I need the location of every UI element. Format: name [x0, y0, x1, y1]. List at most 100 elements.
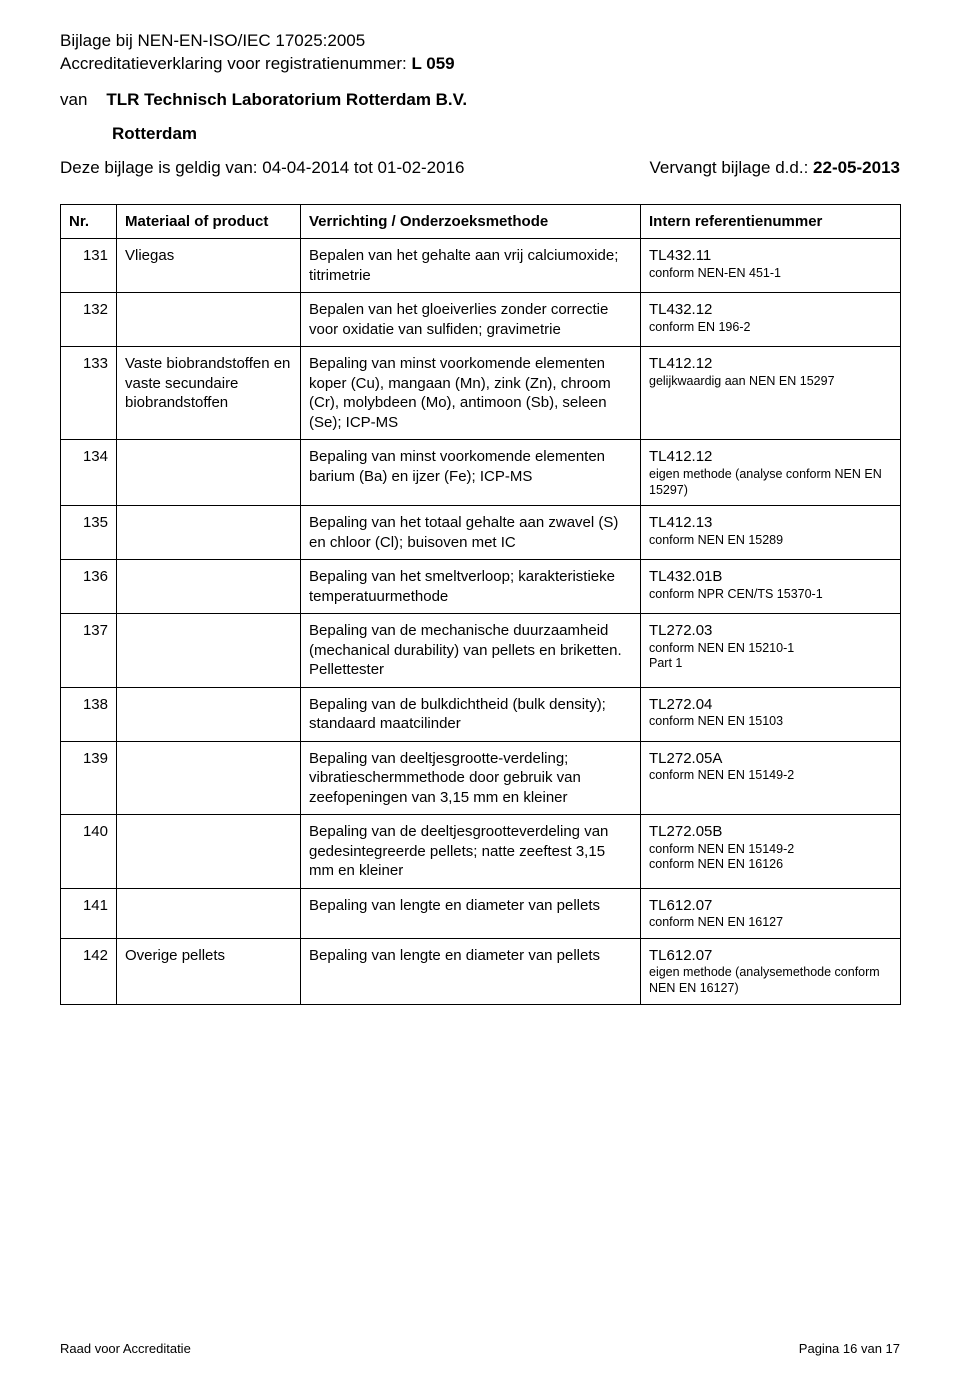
cell-reference: TL272.05Aconform NEN EN 15149-2	[641, 741, 901, 815]
cell-reference: TL612.07conform NEN EN 16127	[641, 888, 901, 938]
header-line-2: Accreditatieverklaring voor registratien…	[60, 53, 900, 76]
reference-note: conform NEN EN 15149-2	[649, 842, 892, 858]
table-row: 136 Bepaling van het smeltverloop; karakt…	[61, 560, 901, 614]
validity-range: 04-04-2014 tot 01-02-2016	[262, 158, 464, 177]
reference-code: TL412.12	[649, 447, 892, 467]
validity-text: Deze bijlage is geldig van: 04-04-2014 t…	[60, 158, 465, 178]
cell-method: Bepaling van de bulkdichtheid (bulk dens…	[301, 687, 641, 741]
supersedes-prefix: Vervangt bijlage d.d.:	[650, 158, 814, 177]
reference-note: conform NEN EN 15103	[649, 714, 892, 730]
table-header-row: Nr. Materiaal of product Verrichting / O…	[61, 204, 901, 239]
cell-nr: 134	[61, 440, 117, 506]
col-header-material: Materiaal of product	[117, 204, 301, 239]
cell-material	[117, 293, 301, 347]
supersedes-text: Vervangt bijlage d.d.: 22-05-2013	[650, 158, 900, 178]
cell-nr: 135	[61, 506, 117, 560]
registration-number: L 059	[411, 54, 454, 73]
reference-code: TL272.04	[649, 695, 892, 715]
cell-nr: 138	[61, 687, 117, 741]
footer-left: Raad voor Accreditatie	[60, 1341, 191, 1356]
cell-method: Bepaling van deeltjesgrootte-verdeling; …	[301, 741, 641, 815]
cell-reference: TL272.05Bconform NEN EN 15149-2conform N…	[641, 815, 901, 889]
cell-method: Bepaling van lengte en diameter van pell…	[301, 938, 641, 1004]
cell-material	[117, 614, 301, 688]
table-row: 142Overige pelletsBepaling van lengte en…	[61, 938, 901, 1004]
cell-method: Bepaling van lengte en diameter van pell…	[301, 888, 641, 938]
cell-material	[117, 506, 301, 560]
reference-code: TL612.07	[649, 946, 892, 966]
reference-code: TL432.01B	[649, 567, 892, 587]
cell-material	[117, 815, 301, 889]
cell-reference: TL412.12gelijkwaardig aan NEN EN 15297	[641, 347, 901, 440]
table-row: 133Vaste biobrandstoffen en vaste secund…	[61, 347, 901, 440]
cell-reference: TL412.12eigen methode (analyse conform N…	[641, 440, 901, 506]
cell-nr: 142	[61, 938, 117, 1004]
reference-note: gelijkwaardig aan NEN EN 15297	[649, 374, 892, 390]
reference-note: eigen methode (analyse conform NEN EN 15…	[649, 467, 892, 498]
reference-note: conform NEN-EN 451-1	[649, 266, 892, 282]
cell-nr: 137	[61, 614, 117, 688]
table-row: 138 Bepaling van de bulkdichtheid (bulk d…	[61, 687, 901, 741]
col-header-nr: Nr.	[61, 204, 117, 239]
table-row: 131VliegasBepalen van het gehalte aan vr…	[61, 239, 901, 293]
header-line-2-prefix: Accreditatieverklaring voor registratien…	[60, 54, 411, 73]
header-line-1: Bijlage bij NEN-EN-ISO/IEC 17025:2005	[60, 30, 900, 53]
cell-material	[117, 440, 301, 506]
cell-nr: 139	[61, 741, 117, 815]
reference-note: conform EN 196-2	[649, 320, 892, 336]
cell-material	[117, 560, 301, 614]
validity-prefix: Deze bijlage is geldig van:	[60, 158, 262, 177]
table-row: 132 Bepalen van het gloeiverlies zonder c…	[61, 293, 901, 347]
cell-material: Vaste biobrandstoffen en vaste secundair…	[117, 347, 301, 440]
organization-line: van TLR Technisch Laboratorium Rotterdam…	[60, 90, 900, 110]
cell-method: Bepaling van de mechanische duurzaamheid…	[301, 614, 641, 688]
table-row: 139 Bepaling van deeltjesgrootte-verdelin…	[61, 741, 901, 815]
cell-method: Bepaling van minst voorkomende elementen…	[301, 440, 641, 506]
validity-row: Deze bijlage is geldig van: 04-04-2014 t…	[60, 158, 900, 178]
cell-material	[117, 687, 301, 741]
page-footer: Raad voor Accreditatie Pagina 16 van 17	[60, 1341, 900, 1356]
reference-code: TL272.05A	[649, 749, 892, 769]
footer-right: Pagina 16 van 17	[799, 1341, 900, 1356]
city-name: Rotterdam	[112, 124, 900, 144]
cell-nr: 136	[61, 560, 117, 614]
reference-note: eigen methode (analysemethode conform NE…	[649, 965, 892, 996]
cell-reference: TL432.11conform NEN-EN 451-1	[641, 239, 901, 293]
cell-reference: TL432.01Bconform NPR CEN/TS 15370-1	[641, 560, 901, 614]
cell-nr: 141	[61, 888, 117, 938]
reference-note: conform NPR CEN/TS 15370-1	[649, 587, 892, 603]
col-header-method: Verrichting / Onderzoeksmethode	[301, 204, 641, 239]
cell-nr: 140	[61, 815, 117, 889]
cell-nr: 132	[61, 293, 117, 347]
cell-nr: 133	[61, 347, 117, 440]
reference-code: TL272.05B	[649, 822, 892, 842]
accreditation-table: Nr. Materiaal of product Verrichting / O…	[60, 204, 901, 1005]
reference-note: conform NEN EN 15289	[649, 533, 892, 549]
cell-method: Bepaling van minst voorkomende elementen…	[301, 347, 641, 440]
table-row: 135 Bepaling van het totaal gehalte aan z…	[61, 506, 901, 560]
van-label: van	[60, 90, 87, 109]
cell-reference: TL272.03conform NEN EN 15210-1Part 1	[641, 614, 901, 688]
organization-name: TLR Technisch Laboratorium Rotterdam B.V…	[106, 90, 467, 109]
cell-material	[117, 741, 301, 815]
reference-note: conform NEN EN 15210-1	[649, 641, 892, 657]
cell-material	[117, 888, 301, 938]
reference-code: TL412.12	[649, 354, 892, 374]
reference-note: conform NEN EN 16126	[649, 857, 892, 873]
cell-reference: TL432.12conform EN 196-2	[641, 293, 901, 347]
cell-method: Bepaling van de deeltjesgrootteverdeling…	[301, 815, 641, 889]
cell-method: Bepalen van het gloeiverlies zonder corr…	[301, 293, 641, 347]
reference-code: TL612.07	[649, 896, 892, 916]
supersedes-date: 22-05-2013	[813, 158, 900, 177]
col-header-ref: Intern referentienummer	[641, 204, 901, 239]
cell-method: Bepaling van het smeltverloop; karakteri…	[301, 560, 641, 614]
document-page: Bijlage bij NEN-EN-ISO/IEC 17025:2005 Ac…	[0, 0, 960, 1380]
cell-reference: TL612.07eigen methode (analysemethode co…	[641, 938, 901, 1004]
cell-method: Bepalen van het gehalte aan vrij calcium…	[301, 239, 641, 293]
cell-method: Bepaling van het totaal gehalte aan zwav…	[301, 506, 641, 560]
table-row: 141 Bepaling van lengte en diameter van p…	[61, 888, 901, 938]
table-row: 140 Bepaling van de deeltjesgrootteverdel…	[61, 815, 901, 889]
cell-material: Vliegas	[117, 239, 301, 293]
cell-nr: 131	[61, 239, 117, 293]
table-row: 137 Bepaling van de mechanische duurzaamh…	[61, 614, 901, 688]
